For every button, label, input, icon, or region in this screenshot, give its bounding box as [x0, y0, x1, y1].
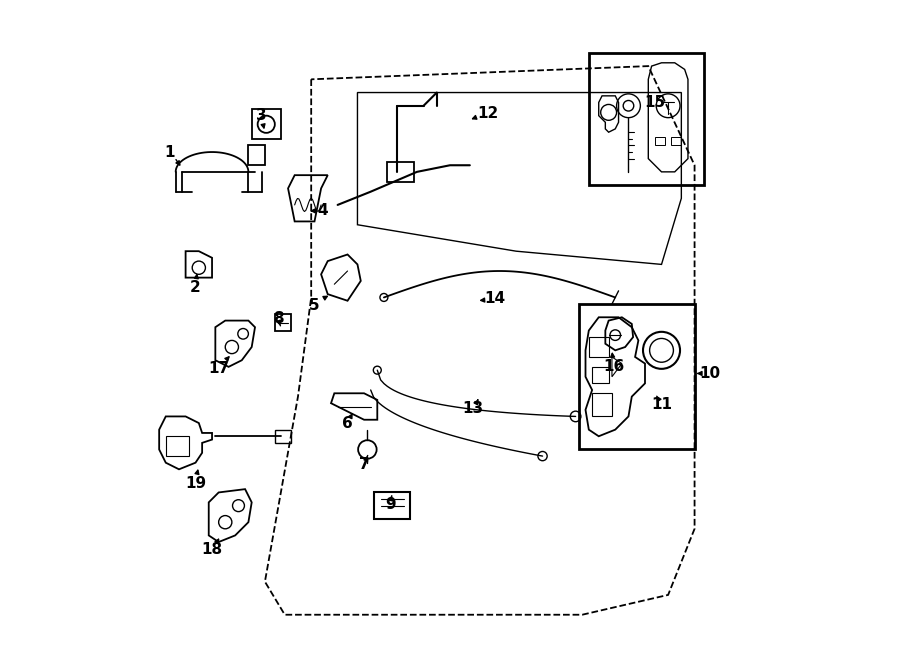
Text: 12: 12 — [478, 106, 499, 121]
Bar — [670, 137, 681, 145]
Bar — [592, 393, 612, 416]
Bar — [274, 430, 292, 443]
Text: 1: 1 — [164, 145, 175, 159]
Text: 2: 2 — [190, 280, 201, 295]
Text: 7: 7 — [359, 457, 369, 471]
Text: 4: 4 — [318, 203, 328, 217]
Bar — [248, 145, 265, 165]
Text: 6: 6 — [342, 416, 353, 430]
Text: 18: 18 — [202, 543, 222, 557]
Bar — [589, 337, 608, 357]
Bar — [252, 109, 282, 139]
Text: 13: 13 — [463, 401, 483, 416]
Text: 3: 3 — [256, 108, 267, 123]
Text: 17: 17 — [208, 361, 230, 375]
Text: 8: 8 — [273, 311, 284, 326]
Bar — [655, 137, 665, 145]
Bar — [274, 314, 292, 330]
Text: 10: 10 — [699, 366, 720, 381]
Bar — [387, 162, 414, 182]
Text: 5: 5 — [310, 298, 320, 313]
Text: 19: 19 — [185, 477, 206, 491]
Text: 9: 9 — [385, 497, 396, 512]
Text: 11: 11 — [651, 397, 672, 412]
Bar — [166, 436, 189, 456]
Text: 16: 16 — [603, 360, 625, 374]
Text: 15: 15 — [644, 95, 665, 110]
Bar — [374, 492, 410, 519]
Text: 14: 14 — [484, 292, 506, 306]
Bar — [589, 53, 705, 185]
Bar — [592, 367, 608, 383]
Bar — [579, 304, 695, 449]
